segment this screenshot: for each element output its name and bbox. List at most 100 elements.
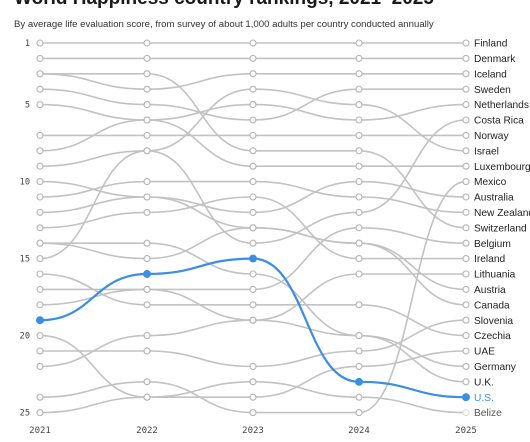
series-point-belize — [249, 378, 257, 386]
series-point-u-s — [462, 393, 470, 402]
series-point-israel — [462, 147, 470, 155]
series-point-netherlands — [36, 101, 44, 109]
country-label-slovenia: Slovenia — [474, 316, 513, 327]
series-point-switzerland — [355, 147, 363, 155]
series-point-czechia — [143, 301, 151, 309]
series-point-norway — [355, 131, 363, 139]
country-label-mexico: Mexico — [474, 177, 507, 188]
series-line-israel — [39, 88, 467, 167]
series-point-new-zealand — [355, 193, 363, 201]
country-label-u-s: U.S. — [474, 393, 494, 404]
series-point-iceland — [143, 85, 151, 93]
series-point-czechia — [36, 270, 44, 278]
y-tick-label: 1 — [25, 39, 30, 49]
series-point-belize — [36, 409, 44, 417]
country-label-sweden: Sweden — [474, 85, 511, 96]
series-point-israel — [36, 162, 44, 170]
series-point-u-s — [143, 270, 151, 278]
series-point-sweden — [249, 116, 257, 124]
series-point-norway — [36, 131, 44, 139]
country-label-finland: Finland — [474, 39, 508, 50]
series-point-costa-rica — [355, 208, 363, 216]
country-labels: Finland Denmark Iceland Sweden Netherlands Co… — [474, 39, 530, 420]
series-point-new-zealand — [143, 178, 151, 186]
series-point-ireland — [143, 208, 151, 216]
series-point-germany — [143, 239, 151, 247]
series-point-switzerland — [143, 70, 151, 78]
series-point-finland — [143, 39, 151, 47]
series-point-luxembourg — [249, 162, 257, 170]
series-point-denmark — [462, 54, 470, 62]
series-point-iceland — [249, 70, 257, 78]
country-label-belize: Belize — [474, 408, 502, 419]
series-point-finland — [462, 39, 470, 47]
country-label-israel: Israel — [474, 146, 499, 157]
series-point-austria — [143, 193, 151, 201]
series-point-mexico — [249, 409, 257, 417]
series-point-switzerland — [36, 70, 44, 78]
series-line-costa-rica — [39, 119, 467, 260]
series-point-netherlands — [462, 101, 470, 109]
y-tick-label: 10 — [20, 178, 30, 188]
series-point-new-zealand — [462, 208, 470, 216]
series-point-netherlands — [355, 116, 363, 124]
country-label-costa-rica: Costa Rica — [474, 116, 524, 127]
series-point-finland — [249, 39, 257, 47]
series-point-netherlands — [249, 101, 257, 109]
series-point-australia — [249, 208, 257, 216]
series-point-slovenia — [143, 347, 151, 355]
series-point-sweden — [462, 85, 470, 93]
series-point-luxembourg — [143, 116, 151, 124]
series-point-australia — [355, 178, 363, 186]
y-tick-label: 20 — [20, 332, 30, 342]
series-line-canada — [39, 226, 467, 306]
series-point-israel — [355, 101, 363, 109]
series-point-costa-rica — [249, 239, 257, 247]
series-point-lithuania — [355, 270, 363, 278]
series-point-mexico — [462, 178, 470, 186]
series-point-uae — [36, 332, 44, 340]
series-line-belgium — [39, 226, 467, 306]
country-label-ireland: Ireland — [474, 254, 505, 265]
series-point-belgium — [462, 239, 470, 247]
y-tick-label: 25 — [20, 409, 30, 419]
series-point-u-k — [143, 285, 151, 293]
y-tick-label: 5 — [25, 101, 30, 111]
series-point-denmark — [249, 54, 257, 62]
series-point-luxembourg — [36, 147, 44, 155]
series-point-belgium — [249, 285, 257, 293]
series-point-denmark — [143, 54, 151, 62]
series-point-sweden — [143, 101, 151, 109]
series-point-canada — [462, 301, 470, 309]
series-line-u-s — [39, 257, 467, 399]
series-point-u-s — [36, 316, 44, 325]
country-label-norway: Norway — [474, 131, 509, 142]
series-point-uae — [462, 347, 470, 355]
series-point-lithuania — [36, 362, 44, 370]
x-tick-label: 2022 — [136, 426, 158, 436]
country-label-czechia: Czechia — [474, 331, 511, 342]
series-point-luxembourg — [355, 162, 363, 170]
y-tick-label: 15 — [20, 255, 30, 265]
series-point-uae — [355, 362, 363, 370]
country-label-australia: Australia — [474, 193, 514, 204]
series-point-belgium — [355, 224, 363, 232]
series-point-switzerland — [249, 147, 257, 155]
series-point-mexico — [143, 378, 151, 386]
series-point-u-k — [249, 316, 257, 324]
series-point-belgium — [36, 301, 44, 309]
series-point-slovenia — [355, 347, 363, 355]
series-line-slovenia — [39, 319, 467, 368]
series-point-slovenia — [249, 362, 257, 370]
series-point-mexico — [355, 409, 363, 417]
series-point-slovenia — [462, 316, 470, 324]
series-point-norway — [462, 131, 470, 139]
series-point-finland — [355, 39, 363, 47]
series-point-germany — [36, 239, 44, 247]
chart-subtitle: By average life evaluation score, from s… — [14, 19, 434, 30]
x-tick-label: 2025 — [455, 426, 477, 436]
series-point-slovenia — [36, 347, 44, 355]
series-point-switzerland — [462, 224, 470, 232]
